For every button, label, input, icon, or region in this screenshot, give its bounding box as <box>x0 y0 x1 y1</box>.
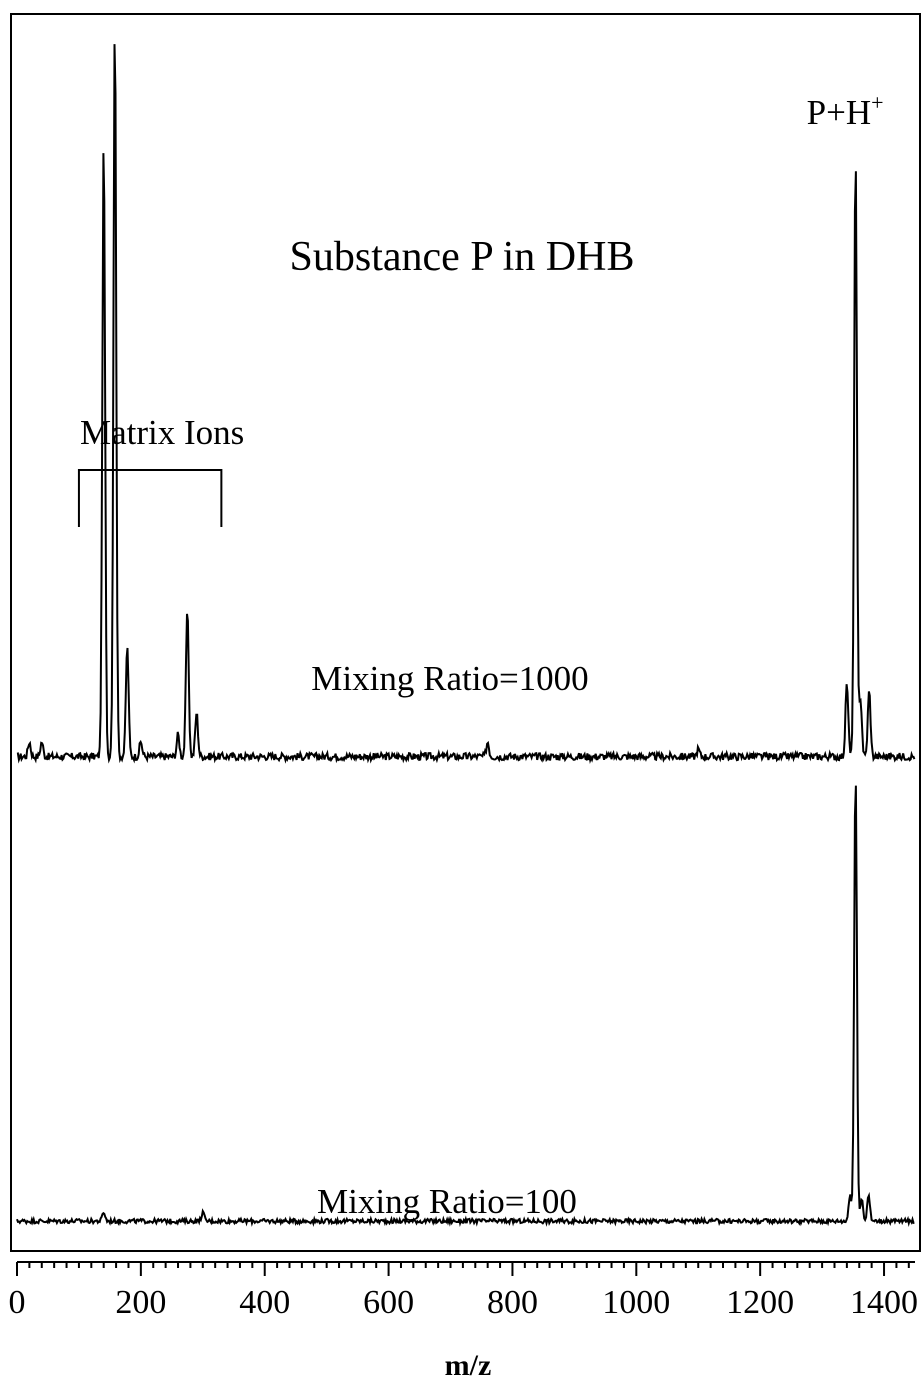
x-tick-label: 0 <box>9 1284 26 1321</box>
matrix-ions-annotation: Matrix Ions <box>77 413 244 527</box>
spectra-group <box>16 44 916 1228</box>
matrix-ions-label: Matrix Ions <box>80 413 244 452</box>
matrix-ions-bracket <box>77 469 223 527</box>
x-axis: 0 200 400 600 800 1000 1200 1400 <box>9 1261 918 1321</box>
series-label-bottom: Mixing Ratio=100 <box>317 1182 577 1221</box>
chart-title: Substance P in DHB <box>290 234 635 280</box>
x-tick-label: 1400 <box>850 1284 918 1321</box>
plot-frame <box>10 13 921 1252</box>
peak-label-p-h: P+H+ <box>807 90 884 132</box>
x-axis-label: m/z <box>445 1349 492 1382</box>
x-tick-label: 1200 <box>726 1284 794 1321</box>
x-tick-label: 600 <box>363 1284 414 1321</box>
spectrum-line-ratio-1000 <box>16 44 916 765</box>
x-tick-label: 400 <box>239 1284 290 1321</box>
series-label-top: Mixing Ratio=1000 <box>311 659 588 698</box>
peak-label-superscript: + <box>871 90 883 115</box>
x-tick-label: 200 <box>115 1284 166 1321</box>
peak-label-base: P+H <box>807 93 871 132</box>
x-tick-label: 1000 <box>602 1284 670 1321</box>
spectrum-line-ratio-100 <box>16 785 915 1228</box>
x-tick-label: 800 <box>487 1284 538 1321</box>
